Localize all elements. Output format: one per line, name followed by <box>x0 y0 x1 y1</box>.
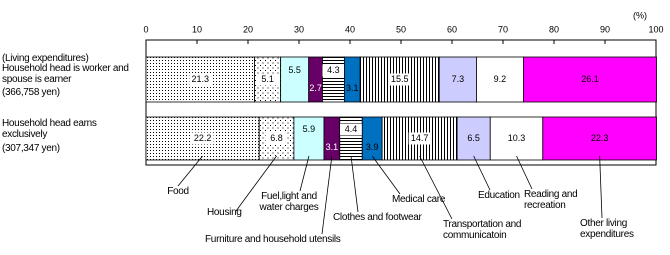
series-label: Housing <box>207 207 242 218</box>
value-label-box <box>189 73 212 86</box>
value-label: 15.5 <box>391 74 409 84</box>
x-tick-label: 60 <box>447 24 457 34</box>
value-label: 26.1 <box>581 74 599 84</box>
leader-line <box>599 155 603 219</box>
bar-segment <box>542 116 657 161</box>
x-tick-label: 30 <box>294 24 304 34</box>
value-label: 5.5 <box>288 65 301 75</box>
value-label: 9.2 <box>494 74 507 84</box>
value-label: 2.7 <box>309 83 322 93</box>
series-label: Clothes and footwear <box>333 212 422 223</box>
leader-line <box>419 155 453 220</box>
bar-segment <box>280 56 310 103</box>
series-label: Education <box>478 190 520 201</box>
bar-segment <box>293 116 325 161</box>
value-label-box <box>340 123 363 136</box>
x-tick-label: 10 <box>192 24 202 34</box>
row-header: (Living expenditures) <box>2 53 89 64</box>
bar-segment <box>323 116 341 161</box>
leader-line <box>350 155 359 213</box>
value-label: 22.2 <box>194 133 212 143</box>
series-label: Furniture and household utensils <box>205 234 341 245</box>
value-label: 5.1 <box>261 74 274 84</box>
row-label: Household head earns exclusively <box>2 118 97 140</box>
bar-segment <box>343 56 361 103</box>
series-label: Other living expenditures <box>580 218 634 240</box>
value-label: 5.9 <box>303 124 316 134</box>
value-label-box <box>388 73 411 86</box>
value-label-box <box>191 132 214 145</box>
series-label: Food <box>167 186 189 197</box>
x-unit: (%) <box>633 10 647 20</box>
leader-line <box>321 155 333 235</box>
value-label: 7.3 <box>452 74 465 84</box>
bar-segment <box>523 56 657 103</box>
leader-line <box>235 155 277 212</box>
leader-line <box>473 155 491 191</box>
leader-line <box>371 155 401 195</box>
value-label: 4.4 <box>345 124 358 134</box>
bar-segment <box>476 56 524 103</box>
bar-segment <box>438 56 477 103</box>
x-tick-label: 0 <box>143 24 148 34</box>
value-label: 14.7 <box>411 133 429 143</box>
leader-line <box>299 155 310 192</box>
x-tick-label: 70 <box>498 24 508 34</box>
value-label-box <box>322 64 345 77</box>
row-amount: (366,758 yen) <box>2 87 60 98</box>
value-label: 21.3 <box>192 74 210 84</box>
series-label: Medical care <box>392 194 446 205</box>
value-label-box <box>408 132 431 145</box>
x-tick-label: 90 <box>600 24 610 34</box>
series-label: Reading and recreation <box>524 189 578 211</box>
bar-segment <box>489 116 544 161</box>
series-label: Transportation and communicatoin <box>443 219 522 241</box>
series-label: Fuel,light and water charges <box>259 191 319 213</box>
value-label-box <box>256 73 279 86</box>
value-label: 3.1 <box>326 142 339 152</box>
value-label: 10.3 <box>508 133 526 143</box>
value-label: 6.8 <box>270 133 283 143</box>
bar-segment <box>322 56 345 103</box>
x-tick-label: 50 <box>396 24 406 34</box>
x-tick-label: 80 <box>549 24 559 34</box>
bar-segment <box>308 56 323 103</box>
row-amount: (307,347 yen) <box>2 143 60 154</box>
leader-line <box>516 155 533 190</box>
x-tick-label: 40 <box>345 24 355 34</box>
x-tick-label: 100 <box>648 24 663 34</box>
row-label: Household head is worker and spouse is e… <box>2 63 129 85</box>
value-label: 6.5 <box>467 133 480 143</box>
value-label: 3.9 <box>366 142 379 152</box>
bar-segment <box>361 116 383 161</box>
x-tick-label: 20 <box>243 24 253 34</box>
value-label: 22.3 <box>591 133 609 143</box>
leader-line <box>177 155 203 187</box>
value-label-box <box>265 132 288 145</box>
value-label: 4.3 <box>327 65 340 75</box>
value-label: 3.1 <box>346 83 359 93</box>
